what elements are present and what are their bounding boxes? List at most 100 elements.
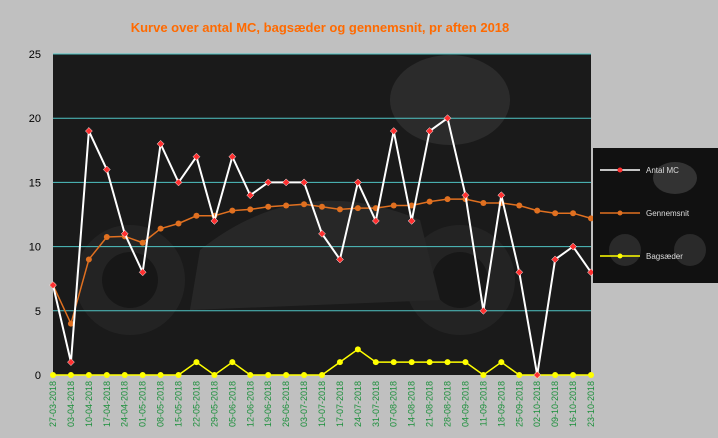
- data-point: [479, 306, 488, 315]
- x-tick-label: 10-07-2018: [317, 381, 327, 427]
- legend-art: [653, 162, 697, 194]
- data-point: [211, 372, 218, 378]
- data-point: [229, 359, 236, 366]
- data-point: [389, 127, 398, 135]
- data-point: [301, 201, 308, 208]
- data-point: [408, 359, 415, 366]
- data-point: [426, 198, 433, 205]
- background-motorcycle-art: [75, 55, 515, 335]
- x-tick-label: 07-08-2018: [389, 381, 399, 427]
- data-point: [193, 359, 200, 366]
- data-point: [354, 178, 362, 187]
- x-tick-label: 15-05-2018: [174, 381, 184, 427]
- data-point: [443, 114, 452, 123]
- x-tick-label: 16-10-2018: [568, 381, 578, 427]
- data-point: [371, 217, 380, 225]
- data-point: [336, 359, 343, 366]
- data-point: [67, 358, 75, 367]
- data-point: [156, 140, 165, 148]
- x-tick-label: 04-09-2018: [460, 381, 470, 427]
- legend-marker: [617, 167, 623, 173]
- x-tick-label: 11-09-2018: [478, 381, 488, 426]
- data-point: [515, 268, 524, 277]
- legend-art-wheel-2: [674, 234, 706, 266]
- y-axis-ticks: 0 5 10 15 20 25: [29, 49, 41, 382]
- data-point: [390, 359, 397, 366]
- data-point: [516, 372, 523, 378]
- x-tick-label: 03-07-2018: [299, 381, 309, 427]
- data-point: [157, 372, 164, 378]
- data-point: [301, 372, 308, 378]
- data-point: [390, 202, 397, 209]
- data-point: [588, 215, 594, 222]
- y-tick-label: 20: [29, 113, 41, 125]
- x-tick-label: 25-09-2018: [514, 381, 524, 427]
- data-point: [533, 371, 542, 379]
- x-tick-label: 27-03-2018: [48, 381, 58, 427]
- x-tick-label: 10-04-2018: [84, 381, 94, 427]
- x-tick-label: 24-04-2018: [120, 381, 130, 427]
- x-tick-label: 09-10-2018: [550, 381, 560, 427]
- y-tick-label: 15: [29, 177, 41, 189]
- data-point: [67, 372, 74, 378]
- data-point: [354, 346, 361, 353]
- data-point: [192, 152, 201, 161]
- data-point: [552, 210, 559, 217]
- data-point: [444, 196, 451, 203]
- x-tick-label: 02-10-2018: [532, 381, 542, 427]
- y-tick-label: 10: [29, 242, 41, 254]
- data-point: [516, 202, 523, 209]
- x-tick-label: 31-07-2018: [371, 381, 381, 427]
- x-tick-label: 17-07-2018: [335, 381, 345, 427]
- data-point: [462, 359, 469, 366]
- data-point: [282, 178, 290, 187]
- x-tick-label: 28-08-2018: [443, 381, 453, 427]
- data-point: [426, 359, 433, 366]
- data-point: [425, 127, 434, 135]
- data-point: [588, 372, 594, 378]
- data-point: [228, 152, 237, 161]
- data-point: [157, 225, 164, 232]
- data-point: [174, 178, 183, 187]
- data-point: [569, 242, 577, 251]
- data-point: [265, 372, 272, 378]
- x-tick-label: 05-06-2018: [227, 381, 237, 427]
- data-point: [67, 320, 74, 327]
- data-point: [210, 217, 219, 225]
- data-point: [247, 206, 254, 213]
- x-tick-label: 22-05-2018: [191, 381, 201, 427]
- y-tick-label: 0: [35, 370, 41, 382]
- data-point: [354, 205, 361, 212]
- data-point: [336, 255, 344, 264]
- data-point: [265, 203, 272, 210]
- data-point: [534, 207, 541, 214]
- data-point: [372, 359, 379, 366]
- legend: Antal MC Gennemsnit Bagsæder: [593, 148, 718, 283]
- data-point: [175, 372, 182, 378]
- data-point: [498, 359, 505, 366]
- data-point: [283, 372, 290, 378]
- data-point: [551, 255, 559, 264]
- data-point: [49, 281, 57, 289]
- grid-lines: [53, 53, 591, 312]
- data-point: [246, 191, 255, 200]
- x-axis-ticks: 27-03-2018 03-04-2018 10-04-2018 17-04-2018…: [48, 381, 596, 427]
- data-point: [336, 206, 343, 213]
- data-point: [103, 372, 110, 378]
- x-tick-label: 24-07-2018: [353, 381, 363, 427]
- data-point: [497, 191, 506, 200]
- x-tick-label: 08-05-2018: [156, 381, 166, 427]
- data-point: [264, 178, 273, 187]
- x-tick-label: 03-04-2018: [66, 381, 76, 427]
- x-tick-label: 29-05-2018: [209, 381, 219, 427]
- x-tick-label: 01-05-2018: [138, 381, 148, 427]
- data-point: [85, 372, 92, 378]
- x-tick-label: 19-06-2018: [263, 381, 273, 427]
- data-point: [408, 202, 415, 209]
- data-point: [318, 229, 326, 238]
- data-point: [283, 202, 290, 209]
- data-point: [138, 268, 147, 277]
- data-point: [102, 165, 111, 174]
- data-point: [50, 372, 56, 378]
